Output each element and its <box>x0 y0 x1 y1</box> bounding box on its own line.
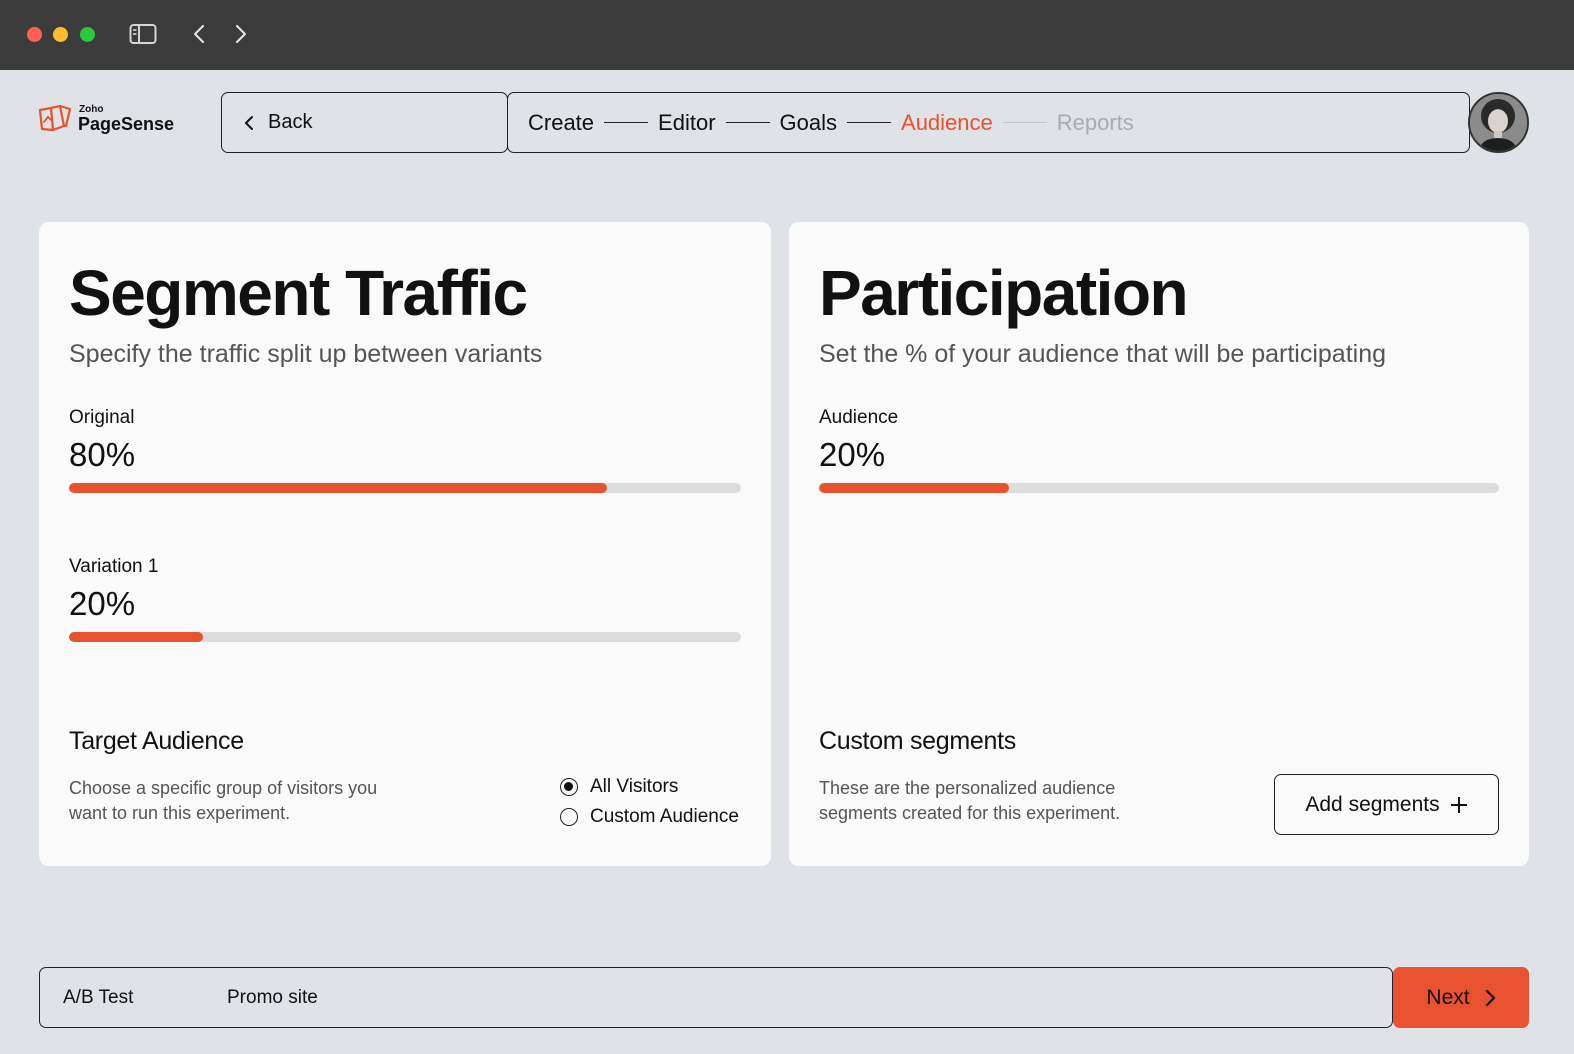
test-type-label: A/B Test <box>63 986 134 1008</box>
segment-traffic-title: Segment Traffic <box>69 257 528 329</box>
target-audience-description: Choose a specific group of visitors you … <box>69 778 378 823</box>
participation-card: Participation Set the % of your audience… <box>789 222 1529 866</box>
participation-title: Participation <box>819 257 1189 329</box>
next-button-label: Next <box>1426 985 1470 1009</box>
variation-label: Variation 1 <box>69 556 159 577</box>
radio-all-visitors[interactable]: All Visitors <box>560 776 678 798</box>
radio-custom-audience[interactable]: Custom Audience <box>560 806 739 828</box>
chevron-left-icon <box>245 115 253 130</box>
browser-back-icon[interactable] <box>188 20 210 48</box>
radio-selected-icon[interactable] <box>560 778 578 796</box>
chevron-right-icon <box>1485 989 1495 1006</box>
window-titlebar <box>0 0 1574 70</box>
step-connector <box>1002 121 1047 124</box>
step-create[interactable]: Create <box>528 109 595 135</box>
progress-stepper: Create Editor Goals Audience Reports <box>507 92 1470 153</box>
maximize-window-button[interactable] <box>80 27 95 42</box>
variation-slider-fill <box>69 632 204 642</box>
segment-traffic-subtitle: Specify the traffic split up between var… <box>69 340 543 368</box>
logo-brand-small: Zoho <box>79 104 104 115</box>
radio-custom-audience-label: Custom Audience <box>590 806 739 827</box>
audience-slider-fill <box>819 483 1010 493</box>
minimize-window-button[interactable] <box>53 27 68 42</box>
next-button[interactable]: Next <box>1393 967 1529 1028</box>
original-label: Original <box>69 407 135 428</box>
add-segments-button[interactable]: Add segments <box>1274 774 1499 835</box>
back-button-label: Back <box>268 111 313 133</box>
original-slider[interactable] <box>69 483 741 493</box>
step-connector <box>725 121 770 124</box>
target-audience-title: Target Audience <box>69 727 244 755</box>
experiment-info-bar: A/B Test Promo site <box>39 967 1393 1028</box>
pagesense-logo-icon <box>38 104 72 132</box>
plus-icon <box>1450 796 1467 813</box>
back-button[interactable]: Back <box>221 92 508 153</box>
pagesense-logo[interactable]: Zoho PageSense <box>38 104 174 134</box>
segment-traffic-card: Segment Traffic Specify the traffic spli… <box>39 222 771 866</box>
browser-forward-icon[interactable] <box>230 20 252 48</box>
participation-subtitle: Set the % of your audience that will be … <box>819 340 1387 368</box>
radio-all-visitors-label: All Visitors <box>590 776 679 797</box>
step-connector <box>847 121 892 124</box>
radio-unselected-icon[interactable] <box>560 808 578 826</box>
audience-slider[interactable] <box>819 483 1499 493</box>
step-reports[interactable]: Reports <box>1056 109 1134 135</box>
custom-segments-title: Custom segments <box>819 727 1016 755</box>
variation-slider[interactable] <box>69 632 741 642</box>
step-goals[interactable]: Goals <box>779 109 838 135</box>
user-avatar[interactable] <box>1468 92 1529 153</box>
step-audience[interactable]: Audience <box>901 109 993 135</box>
logo-brand-name: PageSense <box>78 114 175 134</box>
close-window-button[interactable] <box>27 27 42 42</box>
audience-label: Audience <box>819 407 899 428</box>
add-segments-label: Add segments <box>1305 792 1440 816</box>
step-editor[interactable]: Editor <box>658 109 716 135</box>
variation-value: 20% <box>69 585 136 622</box>
audience-value: 20% <box>819 436 886 473</box>
site-name-label: Promo site <box>227 986 318 1008</box>
original-slider-fill <box>69 483 607 493</box>
original-value: 80% <box>69 436 136 473</box>
sidebar-toggle-icon[interactable] <box>128 20 158 48</box>
step-connector <box>604 121 649 124</box>
custom-segments-description: These are the personalized audience segm… <box>819 778 1121 823</box>
